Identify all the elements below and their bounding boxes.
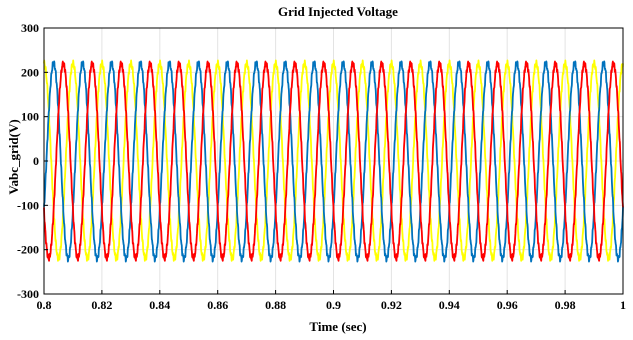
x-tick-label: 0.84 bbox=[149, 298, 170, 312]
x-tick-label: 0.9 bbox=[326, 298, 341, 312]
y-tick-label: -100 bbox=[17, 198, 39, 212]
chart-title: Grid Injected Voltage bbox=[278, 4, 398, 19]
x-tick-label: 0.96 bbox=[497, 298, 518, 312]
x-tick-label: 0.94 bbox=[439, 298, 460, 312]
y-tick-label: 100 bbox=[21, 110, 39, 124]
series-line-3 bbox=[43, 60, 624, 262]
x-axis-label: Time (sec) bbox=[309, 319, 366, 334]
y-tick-label: 200 bbox=[21, 65, 39, 79]
x-tick-label: 0.92 bbox=[381, 298, 402, 312]
y-tick-label: 0 bbox=[33, 154, 39, 168]
y-axis-label: Vabc_grid(V) bbox=[6, 119, 21, 194]
series-group bbox=[43, 59, 624, 263]
x-tick-label: 0.82 bbox=[91, 298, 112, 312]
tick-labels: 0.8 0.82 0.84 0.86 0.88 0.9 0.92 0.94 0.96 0.98 1 3… bbox=[17, 21, 626, 312]
y-tick-label: 300 bbox=[21, 21, 39, 35]
x-tick-label: 0.98 bbox=[555, 298, 576, 312]
x-tick-label: 0.86 bbox=[207, 298, 228, 312]
x-tick-label: 0.8 bbox=[37, 298, 52, 312]
x-tick-label: 0.88 bbox=[265, 298, 286, 312]
x-tick-label: 1 bbox=[620, 298, 626, 312]
y-tick-label: -200 bbox=[17, 243, 39, 257]
y-tick-label: -300 bbox=[17, 287, 39, 301]
